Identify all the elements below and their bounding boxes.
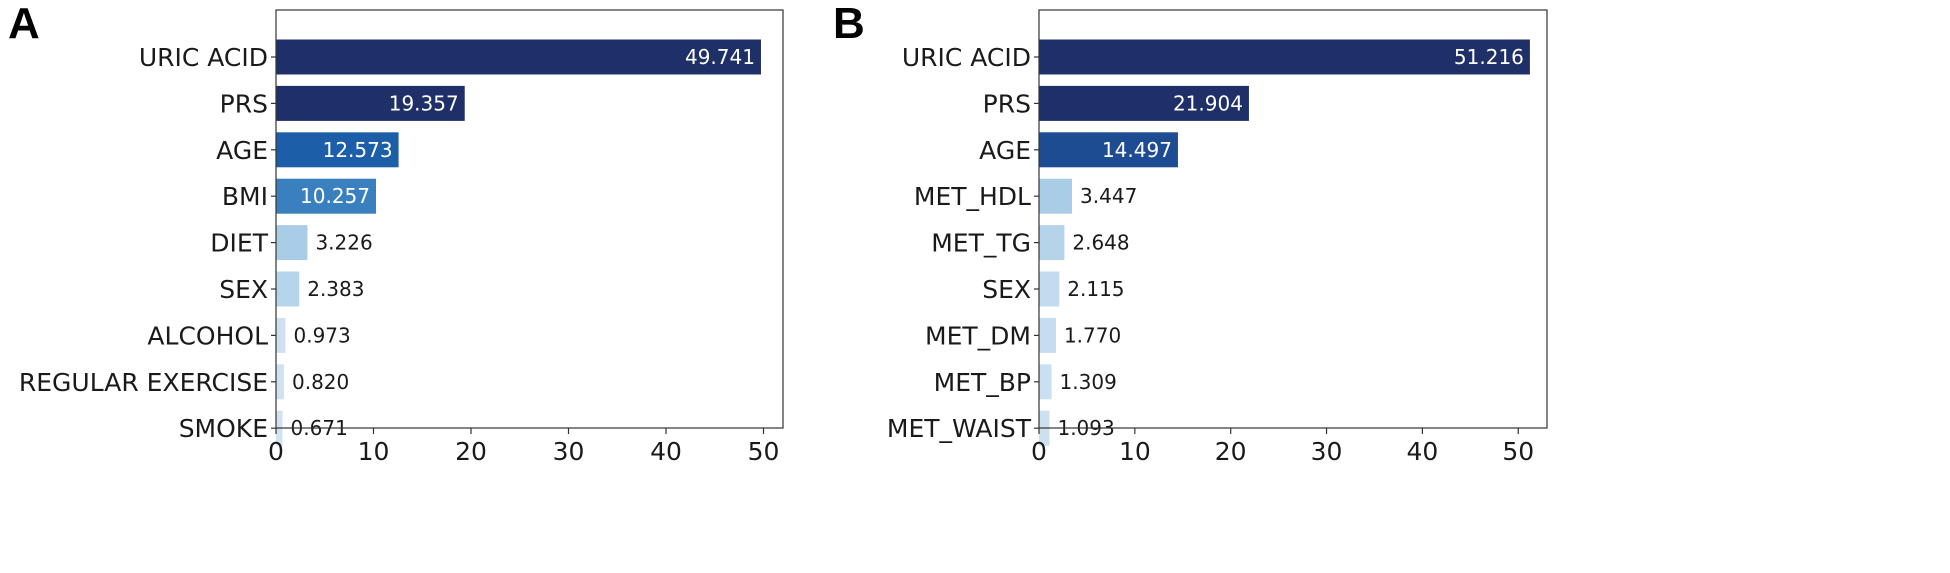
bar-alcohol <box>276 317 286 353</box>
bar-met-tg <box>1039 225 1065 261</box>
plot-frame <box>275 9 784 429</box>
plot-frame <box>1038 9 1548 429</box>
value-label-met-hdl: 3.447 <box>1080 184 1137 208</box>
panel-a: A URIC ACID 49.741 PRS 19.357 AGE 12.573 BMI 10.… <box>8 0 784 466</box>
bar-prs <box>1039 85 1249 121</box>
x-tick-label: 10 <box>358 437 390 466</box>
category-label-sex: SEX <box>219 275 268 304</box>
value-label-diet: 3.226 <box>315 231 372 255</box>
x-tick-label: 0 <box>1031 437 1047 466</box>
x-tick-label: 30 <box>1311 437 1343 466</box>
bar-age <box>1039 132 1178 168</box>
bar-met-dm <box>1039 317 1056 353</box>
bar-met-bp <box>1039 364 1052 400</box>
value-label-age: 14.497 <box>1102 138 1172 162</box>
category-label-sex: SEX <box>982 275 1031 304</box>
value-label-met-tg: 2.648 <box>1072 231 1129 255</box>
bar-bmi <box>276 178 377 214</box>
category-label-age: AGE <box>216 136 268 165</box>
value-label-sex: 2.383 <box>307 277 364 301</box>
category-label-met-bp: MET_BP <box>934 368 1031 397</box>
category-label-prs: PRS <box>983 89 1031 118</box>
bar-diet <box>276 225 308 261</box>
panel-b: B URIC ACID 51.216 PRS 21.904 AGE 14.497 MET_HD… <box>833 0 1548 466</box>
category-label-uric-acid: URIC ACID <box>902 43 1031 72</box>
x-tick-label: 40 <box>650 437 682 466</box>
x-tick-label: 10 <box>1119 437 1151 466</box>
x-tick-label: 20 <box>1215 437 1247 466</box>
value-label-uric-acid: 51.216 <box>1454 45 1524 69</box>
category-label-age: AGE <box>979 136 1031 165</box>
bar-met-hdl <box>1039 178 1073 214</box>
value-label-prs: 19.357 <box>389 91 459 115</box>
category-label-prs: PRS <box>220 89 268 118</box>
bar-sex <box>1039 271 1060 307</box>
bar-regular-exercise <box>276 364 284 400</box>
value-label-bmi: 10.257 <box>300 184 370 208</box>
panel-letter: B <box>833 0 865 48</box>
category-label-met-hdl: MET_HDL <box>914 182 1031 211</box>
panel-letter: A <box>8 0 40 48</box>
category-label-met-dm: MET_DM <box>925 321 1031 350</box>
value-label-sex: 2.115 <box>1067 277 1124 301</box>
category-label-smoke: SMOKE <box>179 414 268 443</box>
category-label-bmi: BMI <box>222 182 268 211</box>
category-label-met-waist: MET_WAIST <box>887 414 1032 443</box>
value-label-met-dm: 1.770 <box>1064 323 1121 347</box>
x-tick-label: 0 <box>268 437 284 466</box>
bar-uric-acid <box>276 39 761 75</box>
value-label-regular-exercise: 0.820 <box>292 370 349 394</box>
x-tick-label: 20 <box>455 437 487 466</box>
bar-sex <box>276 271 300 307</box>
bar-uric-acid <box>1039 39 1530 75</box>
value-label-age: 12.573 <box>323 138 393 162</box>
category-label-regular-exercise: REGULAR EXERCISE <box>19 368 268 397</box>
x-tick-label: 40 <box>1406 437 1438 466</box>
category-label-alcohol: ALCOHOL <box>147 321 268 350</box>
x-tick-label: 50 <box>748 437 780 466</box>
value-label-uric-acid: 49.741 <box>685 45 755 69</box>
category-label-uric-acid: URIC ACID <box>139 43 268 72</box>
x-tick-label: 50 <box>1502 437 1534 466</box>
value-label-prs: 21.904 <box>1173 91 1243 115</box>
category-label-met-tg: MET_TG <box>931 229 1031 258</box>
value-label-alcohol: 0.973 <box>293 323 350 347</box>
value-label-met-bp: 1.309 <box>1060 370 1117 394</box>
category-label-diet: DIET <box>210 229 268 258</box>
bar-age <box>276 132 399 168</box>
bar-prs <box>276 85 465 121</box>
x-tick-label: 30 <box>553 437 585 466</box>
